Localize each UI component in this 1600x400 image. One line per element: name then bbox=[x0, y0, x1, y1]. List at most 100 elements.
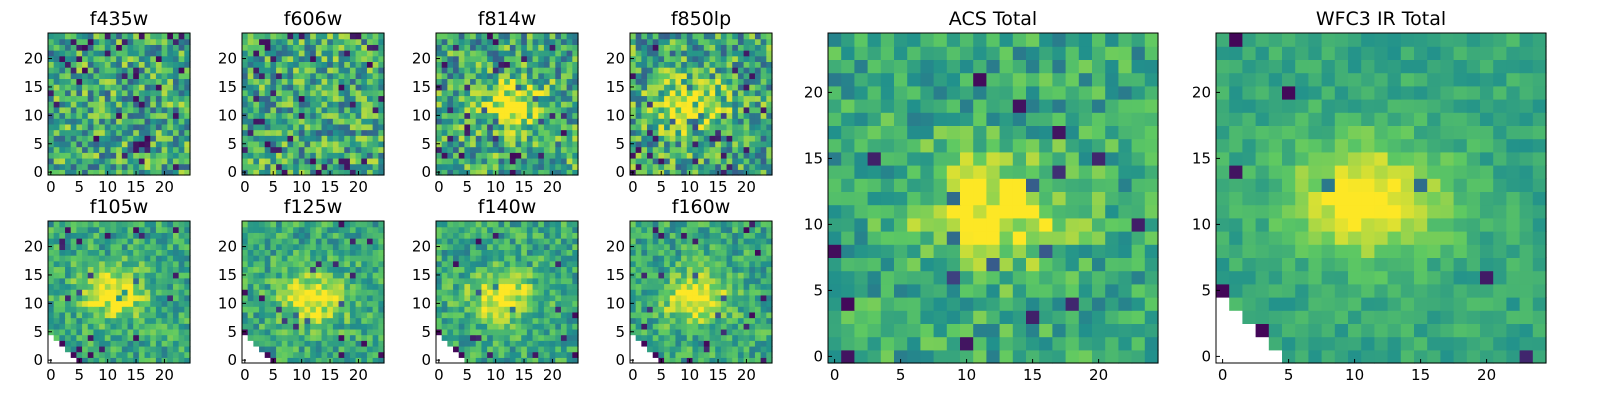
heatmap-cell bbox=[1092, 323, 1106, 338]
heatmap-cell bbox=[686, 84, 694, 91]
heatmap-cell bbox=[453, 152, 460, 159]
heatmap-cell bbox=[1144, 244, 1159, 258]
heatmap-cell bbox=[698, 67, 705, 74]
heatmap-cell bbox=[372, 84, 379, 91]
heatmap-cell bbox=[70, 163, 77, 170]
heatmap-cell bbox=[973, 151, 987, 166]
heatmap-cell bbox=[133, 61, 140, 68]
heatmap-cell bbox=[110, 157, 117, 165]
heatmap-cell bbox=[526, 72, 534, 80]
heatmap-cell bbox=[172, 266, 180, 273]
heatmap-cell bbox=[287, 50, 294, 57]
heatmap-cell bbox=[99, 118, 106, 125]
heatmap-cell bbox=[99, 221, 106, 228]
heatmap-cell bbox=[521, 38, 528, 45]
heatmap-cell bbox=[247, 243, 254, 250]
heatmap-cell bbox=[338, 226, 345, 233]
heatmap-cell bbox=[635, 44, 642, 51]
heatmap-cell bbox=[470, 300, 477, 307]
heatmap-cell bbox=[1012, 244, 1027, 258]
heatmap-cell bbox=[675, 129, 682, 136]
heatmap-cell bbox=[281, 55, 289, 62]
heatmap-cell bbox=[453, 283, 460, 290]
heatmap-cell bbox=[259, 283, 266, 290]
heatmap-cell bbox=[378, 357, 385, 364]
heatmap-cell bbox=[743, 33, 750, 40]
heatmap-cell bbox=[487, 266, 494, 273]
heatmap-cell bbox=[532, 89, 539, 97]
heatmap-cell bbox=[304, 146, 311, 153]
heatmap-cell bbox=[841, 231, 855, 245]
heatmap-cell bbox=[475, 44, 483, 51]
heatmap-cell bbox=[332, 328, 340, 336]
heatmap-cell bbox=[521, 101, 528, 108]
heatmap-cell bbox=[1026, 336, 1040, 351]
heatmap-cell bbox=[555, 84, 562, 91]
heatmap-cell bbox=[167, 44, 174, 51]
heatmap-cell bbox=[59, 55, 66, 62]
heatmap-cell bbox=[82, 255, 89, 262]
heatmap-cell bbox=[973, 191, 987, 206]
heatmap-cell bbox=[150, 334, 157, 341]
heatmap-cell bbox=[709, 55, 716, 62]
heatmap-cell bbox=[372, 101, 379, 108]
heatmap-cell bbox=[555, 112, 562, 119]
heatmap-cell bbox=[453, 243, 460, 250]
heatmap-cell bbox=[436, 78, 443, 85]
heatmap-cell bbox=[841, 33, 855, 47]
heatmap-cell bbox=[298, 135, 306, 142]
heatmap-cell bbox=[276, 340, 283, 347]
heatmap-cell bbox=[315, 232, 323, 239]
heatmap-cell bbox=[1065, 112, 1080, 126]
heatmap-cell bbox=[144, 311, 151, 319]
heatmap-cell bbox=[470, 84, 477, 91]
heatmap-cell bbox=[658, 146, 665, 153]
heatmap-cell bbox=[133, 345, 140, 353]
heatmap-cell bbox=[366, 232, 374, 239]
heatmap-cell bbox=[933, 191, 948, 206]
heatmap-cell bbox=[76, 89, 83, 97]
heatmap-cell bbox=[441, 283, 448, 290]
heatmap-cell bbox=[372, 152, 379, 159]
heatmap-cell bbox=[754, 135, 762, 142]
heatmap-cell bbox=[161, 323, 168, 330]
heatmap-cell bbox=[378, 169, 385, 176]
heatmap-cell bbox=[492, 334, 500, 341]
heatmap-cell bbox=[481, 129, 488, 136]
heatmap-cell bbox=[155, 351, 163, 358]
heatmap-cell bbox=[692, 78, 699, 85]
heatmap-cell bbox=[138, 266, 146, 273]
heatmap-cell bbox=[521, 317, 528, 324]
heatmap-cell bbox=[509, 266, 517, 273]
heatmap-cell bbox=[760, 61, 767, 68]
heatmap-cell bbox=[999, 59, 1014, 74]
heatmap-cell bbox=[543, 272, 551, 279]
heatmap-cell bbox=[172, 294, 180, 302]
heatmap-cell bbox=[59, 243, 66, 250]
heatmap-cell bbox=[521, 345, 528, 353]
heatmap-cell bbox=[1144, 336, 1159, 351]
heatmap-cell bbox=[754, 67, 762, 74]
heatmap-cell bbox=[70, 61, 77, 68]
heatmap-cell bbox=[53, 232, 60, 239]
heatmap-cell bbox=[59, 33, 66, 40]
heatmap-cell bbox=[867, 270, 882, 285]
heatmap-cell bbox=[1039, 125, 1053, 140]
heatmap-cell bbox=[253, 317, 260, 324]
heatmap-cell bbox=[361, 72, 368, 80]
heatmap-cell bbox=[441, 101, 448, 108]
heatmap-cell bbox=[59, 38, 66, 45]
heatmap-cell bbox=[703, 67, 711, 74]
heatmap-cell bbox=[116, 266, 123, 273]
heatmap-cell bbox=[304, 44, 311, 51]
heatmap-cell bbox=[698, 163, 705, 170]
heatmap-cell bbox=[458, 260, 465, 268]
heatmap-cell bbox=[487, 106, 494, 114]
heatmap-cell bbox=[104, 260, 112, 268]
heatmap-cell bbox=[532, 72, 539, 80]
heatmap-cell bbox=[76, 221, 83, 228]
heatmap-cell bbox=[504, 140, 511, 148]
heatmap-cell bbox=[436, 289, 443, 296]
heatmap-cell bbox=[907, 297, 921, 311]
heatmap-cell bbox=[121, 328, 129, 336]
